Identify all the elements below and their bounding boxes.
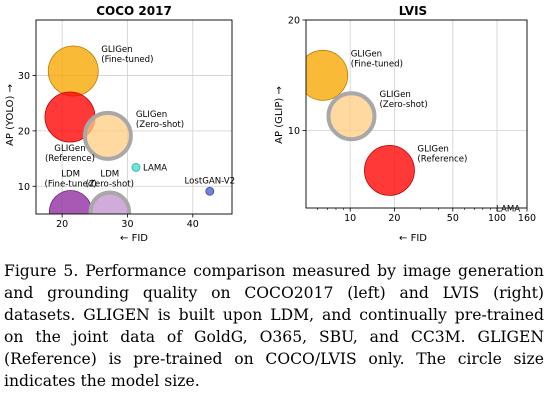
lvis-x-tick-label-1: 20 bbox=[388, 213, 400, 224]
lvis-points bbox=[306, 49, 415, 196]
coco-y-axis-label: AP (YOLO) → bbox=[5, 84, 16, 146]
lvis-chart-title: LVIS bbox=[399, 4, 427, 18]
lvis-y-axis-label: AP (GLIP) → bbox=[274, 86, 285, 144]
coco-point-3 bbox=[131, 163, 141, 172]
lvis-y-tick-label-0: 10 bbox=[288, 126, 300, 137]
coco-point-label-5: LDM (Fine-tuned) bbox=[44, 170, 96, 190]
coco-y-tick-label-0: 10 bbox=[18, 182, 30, 193]
lvis-x-tick-label-0: 10 bbox=[344, 213, 356, 224]
coco-points bbox=[44, 45, 215, 214]
lvis-x-tick-label-3: 100 bbox=[488, 213, 506, 224]
lvis-x-tick-label-4: 160 bbox=[518, 213, 536, 224]
coco-point-label-2: GLIGen (Zero-shot) bbox=[136, 110, 184, 130]
caption-text-1: Performance comparison measured by image… bbox=[4, 262, 544, 324]
coco-chart: COCO 2017 ← FID AP (YOLO) → 20 30 40 10 20 30… bbox=[5, 4, 235, 244]
lvis-point-2 bbox=[364, 144, 415, 196]
coco-point-4 bbox=[205, 186, 215, 196]
lvis-x-axis-label: ← FID bbox=[399, 233, 427, 244]
caption-gligen-2: GLIGEN bbox=[477, 328, 544, 346]
figure-caption: Figure 5. Performance comparison measure… bbox=[4, 260, 544, 392]
coco-y-tick-label-2: 30 bbox=[18, 71, 30, 82]
coco-x-tick-label-0: 20 bbox=[56, 219, 68, 230]
coco-ticks: 20 30 40 10 20 30 bbox=[18, 71, 199, 230]
lvis-point-label-1: GLIGen (Zero-shot) bbox=[379, 90, 427, 110]
lvis-point-0 bbox=[306, 49, 349, 101]
lvis-point-1 bbox=[326, 91, 377, 142]
coco-point-label-1: GLIGen (Reference) bbox=[45, 144, 95, 164]
coco-point-2 bbox=[82, 110, 133, 161]
lvis-plot-frame bbox=[305, 19, 528, 209]
caption-text-3: (Reference) is pre-trained on COCO/LVIS … bbox=[4, 350, 544, 390]
coco-x-tick-label-2: 40 bbox=[187, 219, 199, 230]
coco-point-labels: GLIGen (Fine-tuned) GLIGen (Reference) GLIGe… bbox=[44, 45, 235, 190]
coco-point-6 bbox=[88, 190, 132, 214]
caption-gligen-1: GLIGEN bbox=[83, 306, 150, 324]
coco-point-label-0: GLIGen (Fine-tuned) bbox=[101, 45, 153, 65]
lvis-point-label-0: GLIGen (Fine-tuned) bbox=[351, 49, 403, 69]
coco-point-label-3: LAMA bbox=[143, 163, 167, 173]
coco-x-axis-label: ← FID bbox=[120, 233, 148, 244]
caption-text-2: is built upon LDM, and continually pre-t… bbox=[4, 306, 544, 346]
lvis-chart: LVIS ← FID AP (GLIP) → 10 20 50 100 1601020 … bbox=[274, 4, 536, 244]
lvis-x-tick-label-2: 50 bbox=[447, 213, 459, 224]
coco-point-label-6: LDM (Zero-shot) bbox=[86, 170, 134, 190]
caption-figure-label: Figure 5. bbox=[4, 262, 79, 280]
lvis-ticks: 10 20 50 100 160 10 20 bbox=[288, 16, 536, 225]
coco-y-tick-label-1: 20 bbox=[18, 126, 30, 137]
lvis-point-label-3: LAMA bbox=[496, 204, 520, 214]
coco-point-label-4: LostGAN-V2 bbox=[184, 176, 235, 186]
coco-x-tick-label-1: 30 bbox=[121, 219, 133, 230]
lvis-point-label-2: GLIGen (Reference) bbox=[417, 144, 467, 164]
lvis-point-labels: GLIGen (Fine-tuned) GLIGen (Zero-shot) GLIGe… bbox=[351, 49, 521, 214]
coco-plot-frame bbox=[35, 19, 233, 215]
coco-chart-title: COCO 2017 bbox=[96, 4, 172, 18]
figure: COCO 2017 ← FID AP (YOLO) → 20 30 40 10 20 30… bbox=[5, 4, 536, 244]
coco-point-0 bbox=[47, 45, 99, 97]
lvis-y-tick-label-1: 20 bbox=[288, 16, 300, 27]
